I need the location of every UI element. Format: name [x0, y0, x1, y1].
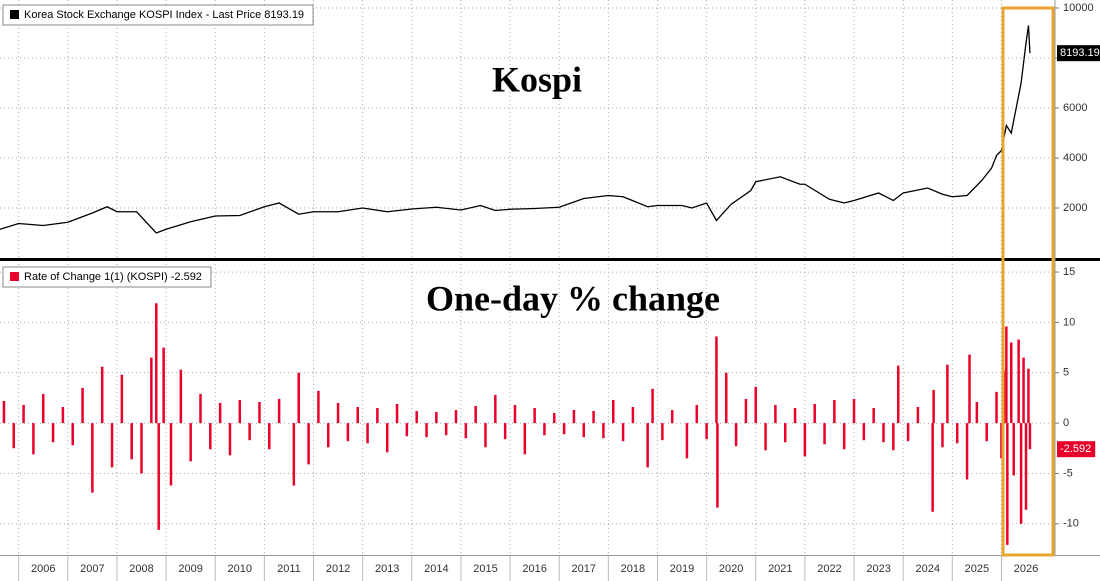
legend-box	[2, 266, 212, 288]
last-value-label: 8193.19	[1060, 47, 1100, 59]
y-tick-label: 5	[1063, 367, 1069, 379]
x-tick-label: 2013	[375, 563, 399, 575]
y-tick-label: 10000	[1063, 2, 1094, 14]
legend-swatch	[10, 10, 19, 19]
y-tick-label: 10	[1063, 316, 1075, 328]
marks-layer	[0, 25, 1032, 545]
x-tick-label: 2018	[621, 563, 645, 575]
panel-title: One-day % change	[426, 278, 720, 318]
y-tick-label: -10	[1063, 518, 1079, 530]
x-tick-label: 2020	[719, 563, 743, 575]
highlight-box	[1001, 6, 1055, 557]
legend-box	[2, 4, 314, 26]
x-tick-label: 2014	[424, 563, 448, 575]
overlay-layer: 2006 2007 2008 2009 2010 2011 2012 2013 2014 2015…	[2, 4, 1100, 575]
legend-swatch	[10, 272, 19, 281]
x-tick-label: 2021	[768, 563, 792, 575]
last-value-label: -2.592	[1060, 443, 1091, 455]
x-tick-label: 2019	[670, 563, 694, 575]
legend-label: Korea Stock Exchange KOSPI Index - Last …	[24, 9, 304, 21]
y-tick-label: 2000	[1063, 202, 1087, 214]
x-tick-label: 2015	[473, 563, 497, 575]
x-tick-label: 2010	[228, 563, 252, 575]
y-tick-label: -5	[1063, 467, 1073, 479]
x-tick-label: 2007	[80, 563, 104, 575]
panel-title: Kospi	[492, 59, 582, 99]
x-tick-label: 2016	[522, 563, 546, 575]
y-tick-label: 4000	[1063, 152, 1087, 164]
x-tick-label: 2006	[31, 563, 55, 575]
y-tick-label: 0	[1063, 417, 1069, 429]
x-tick-label: 2008	[129, 563, 153, 575]
x-tick-label: 2025	[965, 563, 989, 575]
price-line	[0, 25, 1031, 234]
x-tick-label: 2023	[866, 563, 890, 575]
x-tick-label: 2012	[326, 563, 350, 575]
x-tick-label: 2009	[178, 563, 202, 575]
x-tick-label: 2022	[817, 563, 841, 575]
y-tick-label: 15	[1063, 266, 1075, 278]
x-tick-label: 2011	[277, 563, 301, 575]
x-tick-label: 2017	[572, 563, 596, 575]
y-tick-label: 6000	[1063, 102, 1087, 114]
last-value-box	[1057, 45, 1100, 62]
last-value-box	[1057, 441, 1096, 458]
x-tick-label: 2024	[915, 563, 939, 575]
x-tick-label: 2026	[1014, 563, 1038, 575]
legend-label: Rate of Change 1(1) (KOSPI) -2.592	[24, 271, 202, 283]
